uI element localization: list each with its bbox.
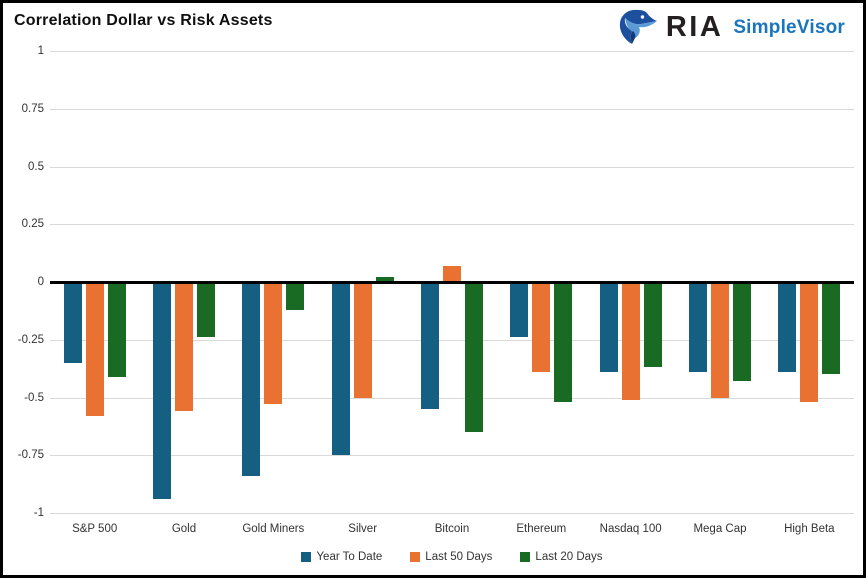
x-axis-label-gold-miners: Gold Miners: [242, 523, 305, 535]
gridline: [50, 340, 854, 341]
x-axis-label-silver: Silver: [348, 523, 378, 535]
y-tick-label: -0.25: [17, 334, 44, 346]
bar-year-to-date-s-p-500: [63, 282, 82, 363]
bar-year-to-date-gold: [153, 282, 171, 500]
y-tick-label: -0.5: [24, 392, 44, 404]
bar-last-50-days-s-p-500: [85, 282, 104, 416]
bar-last-50-days-mega-cap: [711, 282, 729, 398]
gridline: [50, 51, 854, 52]
y-tick-label: 0.25: [21, 218, 44, 230]
gridline: [50, 513, 854, 514]
x-axis-label-nasdaq-100: Nasdaq 100: [599, 523, 662, 535]
bar-last-20-days-s-p-500: [107, 282, 126, 377]
bar-last-50-days-bitcoin: [443, 265, 461, 282]
legend-label: Last 20 Days: [535, 551, 603, 563]
legend-label: Year To Date: [316, 551, 383, 563]
x-axis-label-high-beta: High Beta: [784, 523, 835, 535]
legend-item-last-50-days: Last 50 Days: [410, 551, 492, 563]
bar-last-20-days-ethereum: [554, 282, 573, 403]
bar-year-to-date-silver: [331, 282, 350, 456]
legend-swatch-icon: [410, 552, 421, 562]
bar-last-50-days-silver: [353, 282, 372, 398]
bar-last-20-days-gold: [197, 282, 215, 338]
x-axis-label-bitcoin: Bitcoin: [434, 523, 470, 535]
y-tick-label: 0.75: [21, 103, 44, 115]
gridline: [50, 167, 854, 168]
x-axis-label-s-p-500: S&P 500: [72, 523, 118, 535]
bar-year-to-date-ethereum: [510, 282, 529, 338]
bar-year-to-date-bitcoin: [421, 282, 439, 410]
bar-last-20-days-bitcoin: [465, 282, 483, 433]
legend-item-last-20-days: Last 20 Days: [520, 551, 603, 563]
bar-last-50-days-gold-miners: [264, 282, 283, 405]
bar-last-50-days-ethereum: [532, 282, 551, 373]
bar-year-to-date-nasdaq-100: [599, 282, 618, 373]
zero-axis-line: [50, 281, 854, 284]
legend-item-year-to-date: Year To Date: [301, 551, 382, 563]
y-tick-label: -1: [33, 507, 44, 519]
chart-legend: Year To Date Last 50 Days Last 20 Days: [50, 551, 854, 563]
bar-year-to-date-gold-miners: [242, 282, 261, 477]
brand-ria-text: RIA: [665, 10, 724, 43]
bar-last-50-days-gold: [175, 282, 193, 412]
y-tick-label: 0.5: [28, 161, 44, 173]
brand-logo: RIA SimpleVisor: [616, 7, 845, 47]
correlation-bar-chart: 1 0.75 0.5 0.25 0 -0.25 -0.5 -0.75 -1 S&P 500 Gold…: [3, 3, 863, 575]
x-axis-label-gold: Gold: [171, 523, 197, 535]
bar-last-50-days-high-beta: [800, 282, 819, 403]
x-axis-label-mega-cap: Mega Cap: [693, 523, 747, 535]
bar-year-to-date-mega-cap: [689, 282, 707, 373]
y-tick-label: -0.75: [17, 449, 44, 461]
bar-last-20-days-gold-miners: [286, 282, 305, 310]
x-axis-label-ethereum: Ethereum: [516, 523, 567, 535]
gridline: [50, 109, 854, 110]
bar-last-20-days-high-beta: [822, 282, 841, 375]
legend-swatch-icon: [520, 552, 531, 562]
gridline: [50, 398, 854, 399]
gridline: [50, 455, 854, 456]
y-tick-label: 0: [37, 276, 44, 288]
bar-last-50-days-nasdaq-100: [621, 282, 640, 400]
bar-year-to-date-high-beta: [778, 282, 797, 373]
ria-eagle-logo-icon: [619, 9, 657, 45]
chart-title: Correlation Dollar vs Risk Assets: [14, 12, 273, 29]
bar-last-20-days-silver: [375, 277, 394, 282]
legend-swatch-icon: [301, 552, 312, 562]
bar-last-20-days-mega-cap: [733, 282, 751, 382]
bar-last-20-days-nasdaq-100: [643, 282, 662, 368]
brand-simplevisor-text: SimpleVisor: [733, 16, 845, 38]
y-tick-label: 1: [37, 45, 44, 57]
gridline: [50, 224, 854, 225]
legend-label: Last 50 Days: [425, 551, 493, 563]
